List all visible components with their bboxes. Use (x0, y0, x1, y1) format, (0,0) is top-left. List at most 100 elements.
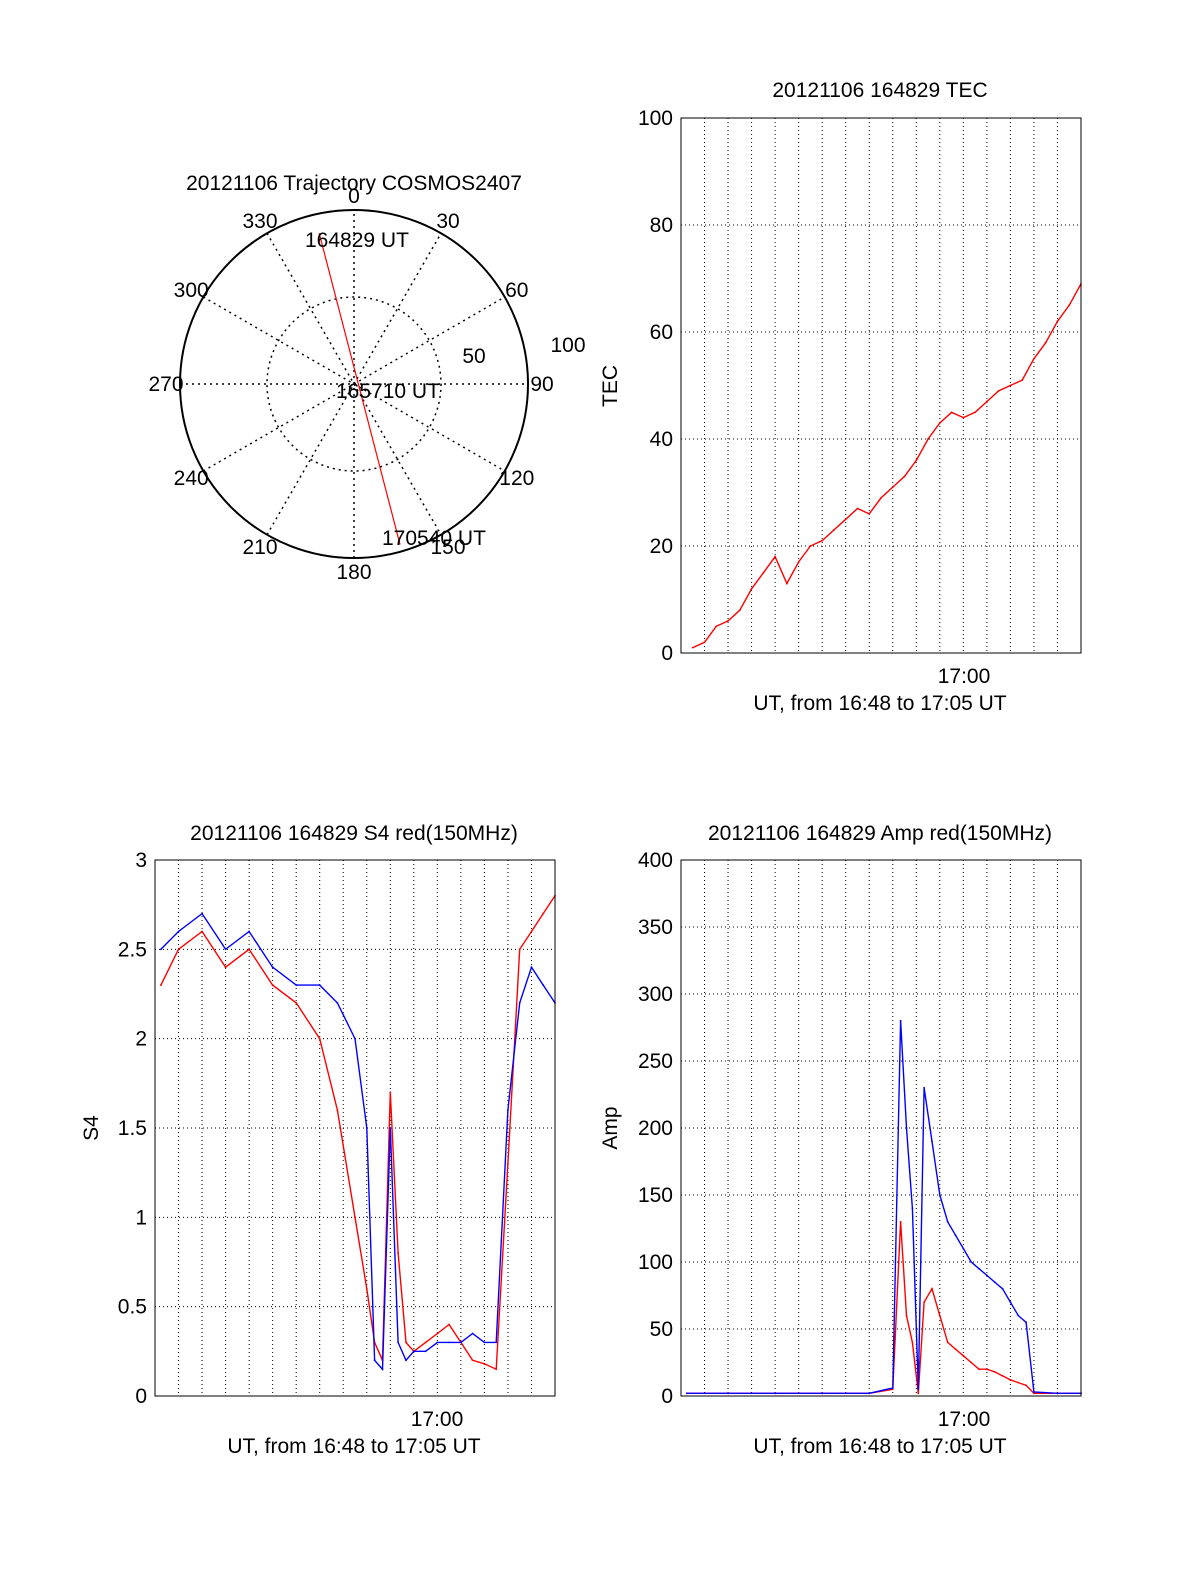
tec-series-0-point (891, 486, 894, 489)
amp-series-1-point (821, 1392, 824, 1395)
amp-y-axis-label: Amp (599, 1106, 622, 1149)
amp-series-0-line (686, 1221, 1081, 1395)
trajectory-line (318, 232, 401, 545)
s4-series-0-point (389, 1091, 392, 1094)
s4-series-0-point (495, 1368, 498, 1371)
s4-series-1-point (448, 1341, 451, 1344)
amp-panel: 20121106 164829 Amp red(150MHz) 0 50 100 15… (599, 822, 1082, 1458)
amp-series-1-point (946, 1220, 949, 1223)
s4-y-tick-label: 0 (135, 1385, 147, 1408)
tec-series-0-line (692, 283, 1082, 649)
s4-series-0-point (483, 1362, 486, 1365)
tec-y-tick-label: 20 (650, 535, 673, 558)
tec-series-0-point (750, 587, 753, 590)
tec-series-0-point (985, 400, 988, 403)
amp-series-0-point (911, 1341, 914, 1344)
amp-series-1-point (962, 1247, 965, 1250)
tec-series-0-point (738, 609, 741, 612)
s4-series-1-point (336, 1002, 339, 1004)
amp-series-1-point (931, 1140, 933, 1143)
tec-series-0-point (1068, 304, 1071, 307)
polar-angle-label-150: 150 (430, 536, 465, 559)
amp-series-1-point (954, 1234, 957, 1237)
amp-series-1-point (917, 1388, 920, 1391)
s4-series-1-point (271, 966, 274, 969)
tec-series-0-point (821, 539, 824, 542)
tec-series-0-point (915, 459, 918, 462)
s4-series-1-point (295, 984, 298, 986)
amp-series-0-point (931, 1287, 933, 1290)
s4-series-1-point (354, 1037, 356, 1040)
polar-angle-label-270: 270 (148, 373, 183, 396)
amp-series-0-point (891, 1388, 894, 1391)
tec-series-0-point (938, 422, 941, 424)
tec-series-0-point (809, 545, 812, 547)
tec-y-tick-label: 60 (650, 321, 673, 344)
tec-series-0-point (762, 571, 765, 574)
amp-y-tick-label: 200 (638, 1117, 673, 1140)
s4-series-0-point (201, 930, 203, 933)
s4-series-0-point (365, 1287, 368, 1290)
tec-series-0-point (833, 529, 835, 531)
s4-series-1-point (424, 1350, 427, 1353)
s4-series-1-point (405, 1359, 407, 1362)
tec-series-0-point (774, 555, 777, 558)
s4-series-0-point (542, 912, 545, 915)
s4-y-tick-label: 3 (135, 849, 147, 872)
amp-series-0-point (978, 1368, 980, 1371)
tec-y-tick-label: 0 (661, 642, 673, 665)
s4-series-0-point (530, 930, 533, 933)
s4-series-1-point (518, 1002, 521, 1004)
amp-series-1-point (774, 1392, 777, 1395)
amp-y-tick-label: 250 (638, 1050, 673, 1073)
amp-series-1-point (993, 1281, 996, 1283)
polar-radial-label-100: 100 (550, 334, 585, 357)
amp-series-0-point (1025, 1384, 1027, 1387)
s4-series-1-point (397, 1341, 400, 1344)
amp-series-0-point (970, 1361, 973, 1364)
amp-series-0-point (954, 1348, 957, 1350)
tec-y-tick-label: 100 (638, 107, 673, 130)
amp-plot-frame (680, 859, 1082, 1397)
tec-series-0-point (962, 416, 965, 419)
s4-y-tick-label: 1 (135, 1206, 147, 1229)
s4-series-1-point (459, 1341, 462, 1344)
tec-series-0-point (927, 438, 929, 440)
amp-series-1-point (685, 1392, 688, 1395)
s4-series-1-point (248, 930, 251, 933)
amp-series-0-point (923, 1301, 926, 1304)
s4-series-1-point (365, 1127, 368, 1129)
tec-series-0-point (715, 625, 718, 628)
s4-series-1-point (530, 966, 533, 969)
amp-series-1-point (1033, 1391, 1035, 1393)
s4-series-1-point (471, 1332, 474, 1335)
polar-radial-label-50: 50 (462, 345, 485, 368)
polar-inner-circle (266, 296, 442, 472)
s4-y-tick-label: 2 (135, 1028, 147, 1051)
s4-series-0-point (248, 948, 251, 951)
amp-series-1-point (727, 1392, 729, 1395)
s4-series-1-point (483, 1341, 486, 1344)
s4-series-0-line (160, 895, 556, 1371)
amp-series-0-point (1033, 1392, 1035, 1395)
amp-y-ticks: 0 50 100 150 200 250 300 350 400 (638, 849, 673, 1408)
tec-x-axis-label: UT, from 16:48 to 17:05 UT (753, 692, 1006, 715)
amp-series-1-point (1001, 1287, 1004, 1290)
s4-panel: 20121106 164829 S4 red(150MHz) 0 0.5 1 1.5 2… (80, 822, 556, 1458)
tec-plot-frame (680, 117, 1082, 654)
s4-series-1-point (318, 984, 321, 986)
s4-x-tick-label: 17:00 (411, 1408, 464, 1431)
s4-series-1-point (373, 1359, 376, 1362)
s4-series-0-point (448, 1323, 451, 1326)
s4-series-0-point (271, 984, 274, 986)
s4-series-0-point (397, 1252, 400, 1254)
s4-series-0-point (295, 1002, 298, 1004)
s4-series (159, 894, 556, 1371)
polar-angle-label-30: 30 (436, 210, 459, 233)
amp-series-0-point (1017, 1381, 1020, 1384)
amp-series-0-point (1001, 1375, 1004, 1377)
amp-series-1-point (911, 1207, 914, 1210)
polar-angle-label-300: 300 (174, 279, 209, 302)
polar-angle-label-210: 210 (242, 536, 277, 559)
s4-series-0-point (159, 984, 162, 986)
